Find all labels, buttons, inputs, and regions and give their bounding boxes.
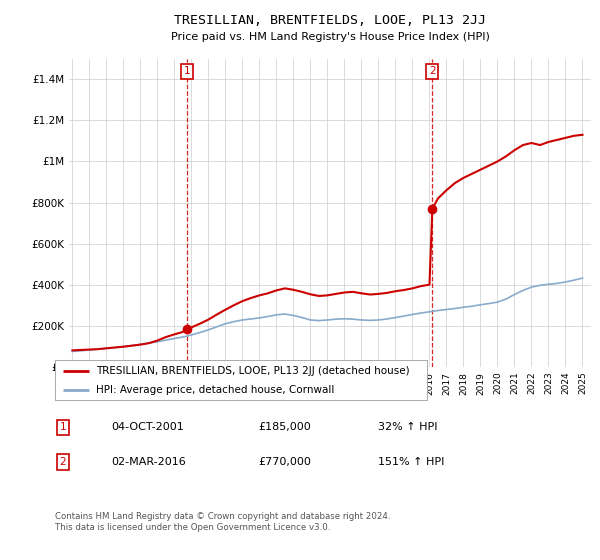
Text: 1: 1 (184, 67, 190, 77)
Text: 02-MAR-2016: 02-MAR-2016 (111, 457, 186, 467)
Text: Contains HM Land Registry data © Crown copyright and database right 2024.
This d: Contains HM Land Registry data © Crown c… (55, 512, 391, 532)
Text: 32% ↑ HPI: 32% ↑ HPI (378, 422, 437, 432)
Text: 2: 2 (59, 457, 67, 467)
Text: Price paid vs. HM Land Registry's House Price Index (HPI): Price paid vs. HM Land Registry's House … (170, 32, 490, 43)
Text: 151% ↑ HPI: 151% ↑ HPI (378, 457, 445, 467)
Text: TRESILLIAN, BRENTFIELDS, LOOE, PL13 2JJ (detached house): TRESILLIAN, BRENTFIELDS, LOOE, PL13 2JJ … (96, 366, 410, 376)
Text: £185,000: £185,000 (258, 422, 311, 432)
Text: TRESILLIAN, BRENTFIELDS, LOOE, PL13 2JJ: TRESILLIAN, BRENTFIELDS, LOOE, PL13 2JJ (174, 14, 486, 27)
Text: HPI: Average price, detached house, Cornwall: HPI: Average price, detached house, Corn… (96, 385, 334, 394)
Text: 2: 2 (429, 67, 436, 77)
Text: 04-OCT-2001: 04-OCT-2001 (111, 422, 184, 432)
Text: £770,000: £770,000 (258, 457, 311, 467)
Text: 1: 1 (59, 422, 67, 432)
